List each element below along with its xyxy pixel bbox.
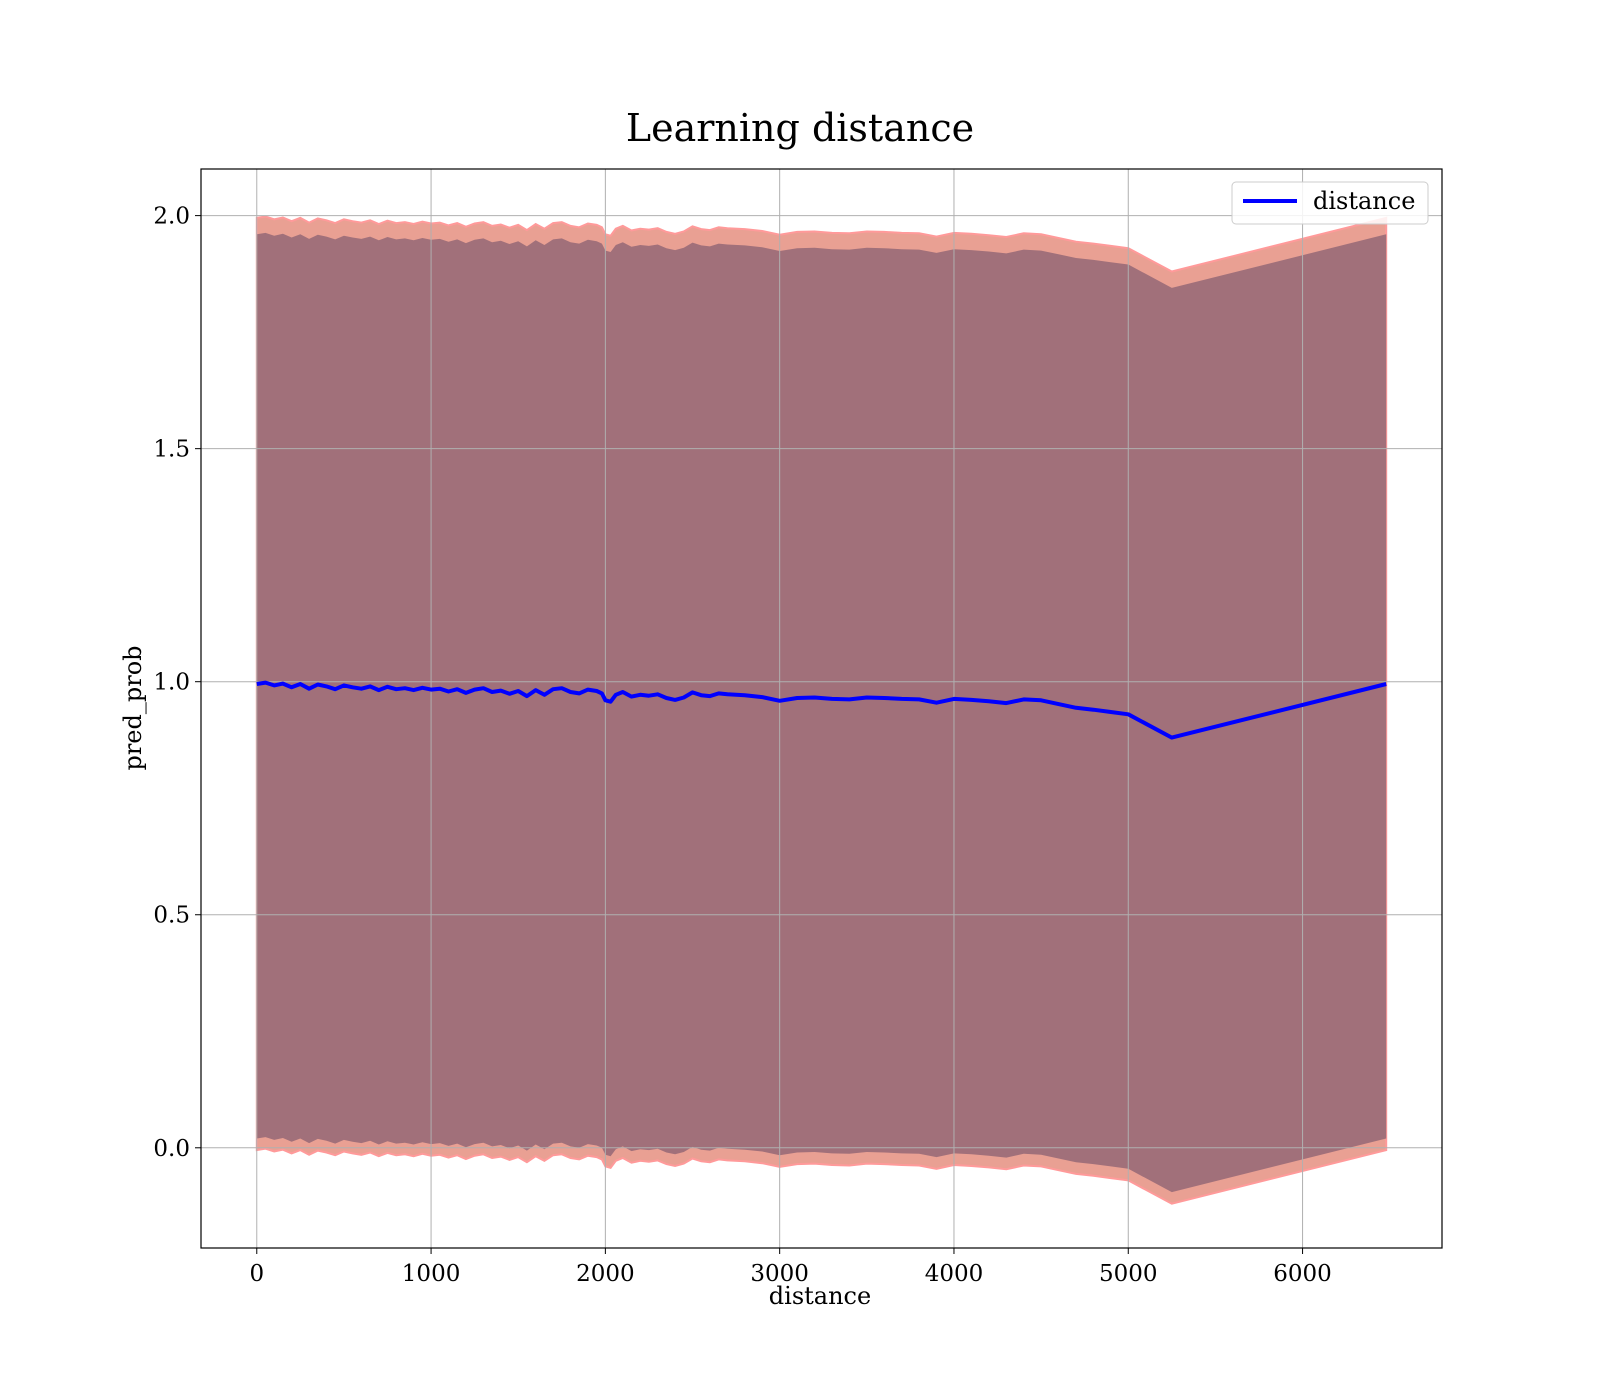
y-tick-label: 0.0 xyxy=(153,1136,190,1162)
x-tick-label: 1000 xyxy=(402,1261,461,1287)
x-tick-label: 2000 xyxy=(576,1261,635,1287)
y-tick-label: 2.0 xyxy=(153,204,190,230)
chart-title: Learning distance xyxy=(626,106,974,150)
y-tick-label: 1.5 xyxy=(153,437,190,463)
x-tick-label: 5000 xyxy=(1099,1261,1158,1287)
y-axis-label: pred_prob xyxy=(119,645,147,770)
legend: distance xyxy=(1231,181,1429,225)
x-tick-label: 4000 xyxy=(925,1261,984,1287)
x-tick-label: 0 xyxy=(249,1261,264,1287)
legend-box xyxy=(1231,181,1429,225)
x-tick-label: 6000 xyxy=(1273,1261,1332,1287)
x-axis-label: distance xyxy=(769,1282,871,1310)
x-tick-label: 3000 xyxy=(750,1261,809,1287)
legend-label-distance: distance xyxy=(1313,187,1415,215)
confidence-band-inner xyxy=(256,232,1387,1193)
y-tick-label: 0.5 xyxy=(153,903,190,929)
plot-area: 0 1000 2000 3000 4000 5000 6000 0.0 0.5 1.0 1.5 2.0 xyxy=(153,168,1443,1287)
plot-frame xyxy=(200,168,1443,1249)
y-tick-label: 1.0 xyxy=(153,670,190,696)
series-line-distance xyxy=(256,680,1387,740)
